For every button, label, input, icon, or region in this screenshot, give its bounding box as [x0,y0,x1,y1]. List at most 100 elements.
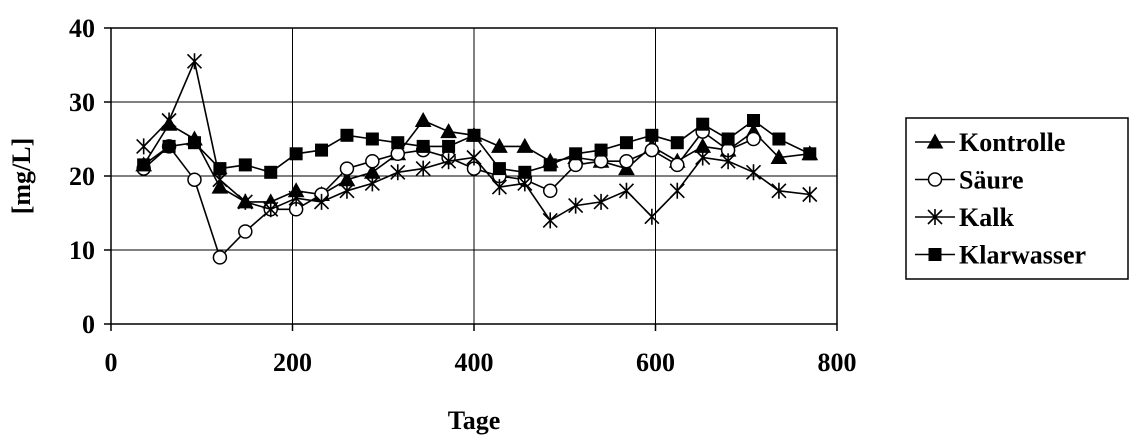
data-point [542,212,558,229]
y-tick-label: 30 [69,88,95,117]
legend-item: Kontrolle [915,128,1065,157]
legend-marker [926,133,944,149]
data-point [771,182,787,199]
data-point [263,201,279,218]
data-point [365,153,380,169]
data-point [466,149,482,166]
data-point [569,147,583,161]
data-point [391,136,405,150]
data-point [440,123,457,139]
grid-lines [111,28,837,324]
data-point [770,148,788,164]
y-tick-label: 10 [69,236,95,265]
data-point [186,53,203,70]
data-point [593,193,609,210]
data-point [137,158,151,172]
data-point [162,139,176,153]
data-point [264,165,278,179]
legend-label: Säure [959,166,1024,195]
data-point [288,190,304,207]
data-point [442,139,456,153]
data-point [339,182,355,199]
data-point [365,132,379,146]
data-point [390,164,406,181]
data-point [289,147,303,161]
data-point [669,182,685,199]
data-point [568,197,584,214]
y-axis: 0 10 20 30 40 [69,14,111,339]
data-point [619,136,633,150]
data-point [644,208,660,225]
data-point [237,193,253,210]
series-klarwasser [137,114,817,179]
data-point [618,182,635,199]
data-point [518,165,532,179]
data-point [802,186,818,203]
x-tick-label: 800 [818,348,857,377]
data-point [364,175,380,192]
legend-label: Kontrolle [959,128,1065,157]
legend: Kontrolle Säure Kalk Klarwasser [905,117,1129,280]
data-point [772,132,786,146]
x-axis: 0 200 400 600 800 [105,324,857,377]
data-point [745,164,762,181]
legend-item: Kalk [915,203,1014,232]
data-point [161,112,177,129]
legend-label: Kalk [959,203,1014,232]
y-axis-title: [mg/L] [7,138,36,215]
y-tick-label: 40 [69,14,95,43]
series-group [135,53,819,265]
data-point [644,142,660,158]
data-point [415,160,431,177]
legend-label: Klarwasser [959,241,1086,270]
x-tick-label: 400 [455,348,494,377]
data-point [339,161,355,176]
data-point [619,153,634,169]
data-point [695,149,711,166]
data-point [416,139,430,153]
data-point [315,143,329,157]
data-point [441,153,457,170]
data-point [670,136,684,150]
x-tick-label: 600 [636,348,675,377]
legend-marker [928,248,942,261]
data-point [212,250,228,265]
data-point [213,162,227,176]
data-point [313,193,330,210]
data-point [746,131,761,147]
data-point [803,147,817,161]
x-tick-label: 0 [105,348,118,377]
data-point [187,172,202,187]
y-tick-label: 20 [69,162,95,191]
data-point [467,128,481,142]
x-axis-title: Tage [448,406,501,435]
data-point [670,157,685,173]
y-tick-label: 0 [82,310,95,339]
legend-item: Säure [915,166,1024,195]
data-point [747,114,761,127]
data-point [516,137,534,153]
data-point [414,111,432,127]
data-point [593,153,609,169]
x-tick-label: 200 [273,348,312,377]
data-point [492,162,506,176]
legend-marker [927,172,943,187]
data-point [187,136,201,150]
data-point [238,224,253,239]
data-point [568,157,583,173]
data-point [720,153,736,170]
data-point [696,117,710,131]
data-point [721,132,735,146]
legend-item: Klarwasser [915,241,1086,270]
data-point [136,138,152,155]
data-point [238,158,252,172]
data-point [645,128,659,142]
legend-marker [927,209,943,225]
data-point [543,158,557,172]
data-point [542,183,558,199]
data-point [491,179,507,196]
data-point [594,143,608,157]
data-point [491,137,508,153]
legend-box [905,117,1129,280]
